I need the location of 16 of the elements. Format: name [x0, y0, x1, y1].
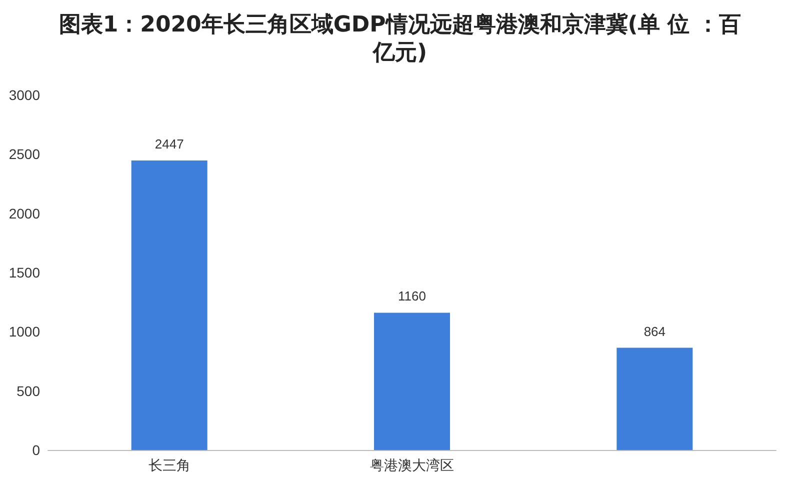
y-tick-label: 1500 — [8, 264, 40, 280]
bar — [374, 312, 450, 450]
x-tick-label: 粤港澳大湾区 — [370, 457, 454, 473]
y-tick-label: 2000 — [8, 205, 40, 222]
chart-title: 图表1：2020年长三角区域GDP情况远超粤港澳和京津冀(单 位 ：百亿元) — [58, 12, 742, 66]
y-tick-label: 3000 — [8, 87, 40, 103]
y-tick-label: 1000 — [8, 324, 40, 340]
bar — [616, 348, 693, 450]
y-tick-label: 2500 — [8, 146, 40, 162]
data-label: 2447 — [154, 136, 184, 152]
y-tick-label: 0 — [32, 442, 40, 458]
data-label: 1160 — [398, 288, 426, 304]
data-label: 864 — [644, 324, 666, 339]
x-tick-label: 长三角 — [148, 457, 190, 473]
bar — [131, 160, 208, 450]
y-tick-label: 500 — [16, 382, 40, 399]
